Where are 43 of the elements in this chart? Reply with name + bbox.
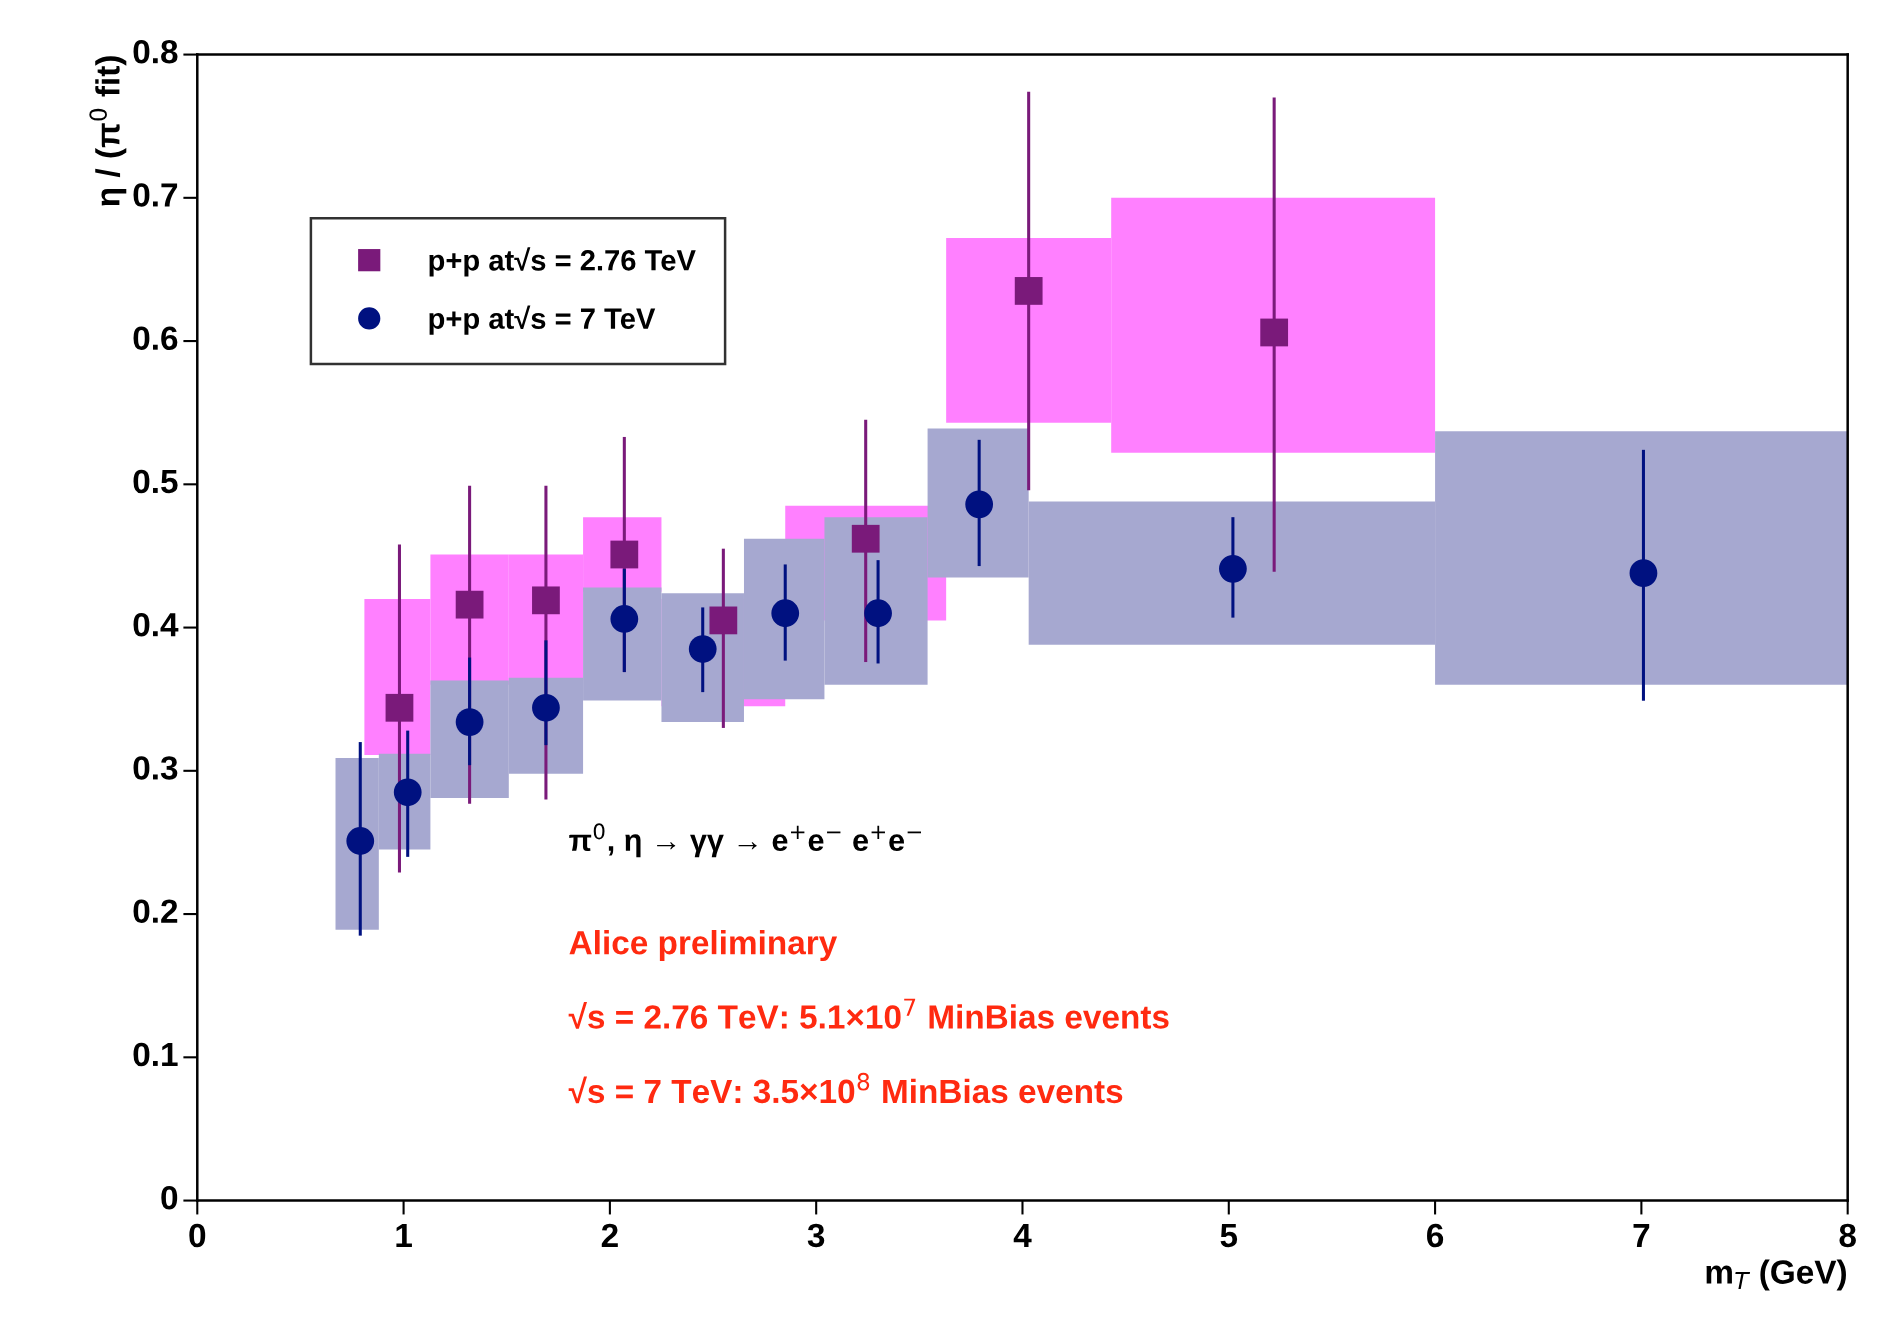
point	[385, 693, 414, 722]
annotation: Alice preliminary	[569, 930, 838, 962]
y-tick-label: 0	[161, 1185, 178, 1210]
legend-label: p+p at√s = 2.76 TeV	[429, 247, 696, 277]
point	[851, 524, 880, 553]
x-tick-label: 6	[1427, 1223, 1444, 1248]
point	[1260, 318, 1289, 347]
point	[709, 606, 738, 635]
text: π$^{0}$, η → γγ → e$^{+}$e$^{−}$ e$^{+}$e$^{−}$	[569, 823, 922, 858]
point	[965, 490, 994, 519]
point	[455, 708, 484, 736]
y-tick-label: 0.7	[133, 183, 178, 207]
point	[610, 605, 639, 633]
point	[1629, 559, 1658, 588]
point	[864, 599, 892, 628]
x-tick-label: 0	[189, 1223, 206, 1248]
point	[771, 599, 800, 628]
y-tick-label: 0.4	[133, 612, 179, 637]
x-tick-label: 1	[396, 1224, 412, 1247]
x-tick-label: 8	[1839, 1223, 1856, 1248]
annotation: √s = 2.76 TeV: 5.1×10$^{7}$ MinBias events	[568, 998, 1169, 1029]
annotation: √s = 7 TeV: 3.5×10$^{8}$ MinBias events	[568, 1072, 1123, 1104]
y-tick-label: 0.5	[133, 469, 178, 494]
x-tick-label: 4	[1013, 1224, 1032, 1247]
y-axis-title: η / (π$^{0}$ fit)	[89, 56, 127, 206]
point	[688, 635, 717, 663]
x-tick-label: 7	[1633, 1224, 1650, 1247]
legend-label: p+p at√s = 7 TeV	[429, 305, 656, 335]
x-tick-label: 3	[807, 1223, 825, 1248]
point	[532, 586, 560, 615]
point	[346, 827, 375, 855]
y-tick-label: 0.6	[133, 326, 178, 351]
y-tick-label: 0.1	[133, 1042, 178, 1067]
x-tick-label: 5	[1220, 1224, 1238, 1248]
y-tick-label: 0.3	[133, 756, 178, 780]
x-axis-title: m$_{T}$ (GeV)	[1706, 1259, 1846, 1291]
point	[1219, 554, 1247, 583]
y-tick-label: 0.2	[133, 899, 178, 924]
y-tick-label: 0.8	[133, 39, 178, 64]
point	[532, 693, 560, 722]
point	[455, 590, 484, 619]
point	[1014, 277, 1043, 305]
x-tick-label: 2	[601, 1223, 618, 1247]
